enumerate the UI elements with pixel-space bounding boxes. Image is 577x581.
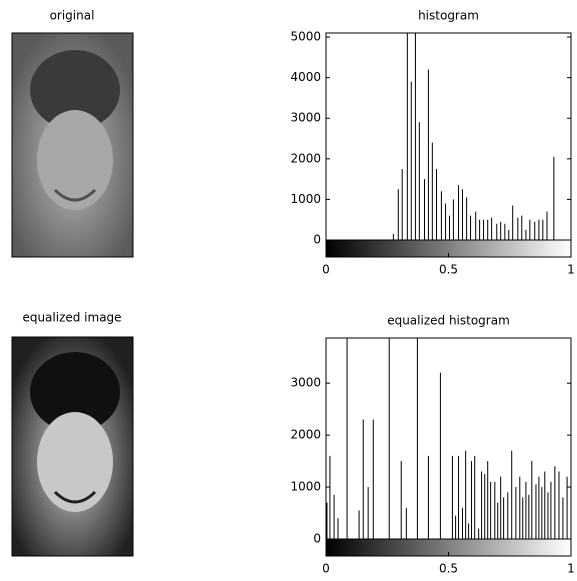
x-tick-label: 0.5	[439, 263, 458, 277]
x-tick-label: 0	[322, 562, 330, 576]
y-tick-label: 3000	[290, 111, 321, 125]
image-title: original	[50, 9, 95, 23]
x-tick-label: 1	[567, 263, 575, 277]
y-tick-label: 1000	[290, 480, 321, 494]
chart-title: equalized histogram	[387, 314, 510, 328]
stems	[393, 21, 553, 240]
image-original	[12, 33, 133, 257]
chart-title: histogram	[418, 9, 479, 23]
y-tick-label: 0	[313, 532, 321, 546]
y-tick-label: 4000	[290, 70, 321, 84]
axes-box	[326, 33, 571, 240]
x-tick-label: 0.5	[439, 562, 458, 576]
y-tick-label: 0	[313, 233, 321, 247]
figure: original equalized image histogram010002…	[0, 0, 577, 581]
stems	[327, 326, 571, 539]
x-tick-label: 0	[322, 263, 330, 277]
y-tick-label: 5000	[290, 30, 321, 44]
y-tick-label: 2000	[290, 428, 321, 442]
y-tick-label: 3000	[290, 376, 321, 390]
image-title: equalized image	[22, 311, 121, 325]
x-tick-label: 1	[567, 562, 575, 576]
image-equalized	[12, 337, 133, 556]
y-tick-label: 2000	[290, 151, 321, 165]
y-tick-label: 1000	[290, 192, 321, 206]
